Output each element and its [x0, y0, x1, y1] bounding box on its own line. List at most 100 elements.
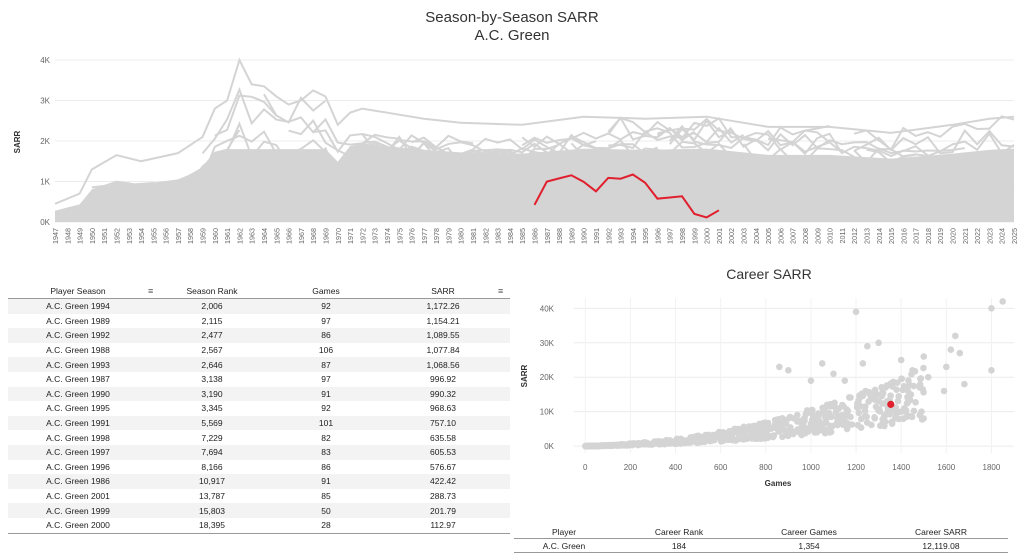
- background-season-line: [607, 116, 695, 142]
- scatter-point: [920, 364, 927, 372]
- scatter-point: [803, 407, 811, 414]
- table-cell: A.C. Green 1997: [8, 444, 148, 460]
- x-tick-label: 2024: [998, 228, 1007, 244]
- table-row[interactable]: A.C. Green 1993 2,646 87 1,068.56: [8, 357, 510, 372]
- scatter-point: [871, 391, 878, 398]
- table-row[interactable]: A.C. Green 1996 8,166 86 576.67: [8, 460, 510, 475]
- x-tick-label: 1800: [983, 463, 1001, 472]
- scatter-point: [839, 401, 846, 409]
- scatter-point: [894, 397, 902, 405]
- x-tick-label: 1978: [432, 228, 441, 244]
- scatter-point: [952, 332, 959, 340]
- background-season-line: [755, 176, 978, 188]
- column-header-career-rank[interactable]: Career Rank: [654, 526, 704, 537]
- background-season-line: [509, 139, 732, 159]
- y-tick-label: 20K: [540, 373, 555, 382]
- y-tick-label: 4K: [40, 56, 50, 65]
- table-row[interactable]: A.C. Green 1997 7,694 83 605.53: [8, 444, 510, 460]
- x-tick-label: 1979: [444, 228, 453, 244]
- table-row[interactable]: A.C. Green 1990 3,190 91 990.32: [8, 386, 510, 402]
- x-tick-label: 2005: [764, 228, 773, 244]
- background-season-line: [91, 155, 216, 191]
- table-row[interactable]: A.C. Green 1999 15,803 50 201.79: [8, 503, 510, 518]
- table-cell: 2,567: [201, 345, 223, 356]
- table-row[interactable]: A.C. Green 1987 3,138 97 996.92: [8, 372, 510, 387]
- x-tick-label: 2001: [715, 228, 724, 244]
- scatter-point: [861, 403, 869, 411]
- highlight-point: [887, 400, 895, 408]
- table-cell: A.C. Green 1998: [46, 432, 110, 443]
- background-season-line: [841, 168, 978, 183]
- table-cell: 1,068.56: [376, 357, 510, 372]
- x-tick-label: 1991: [592, 228, 601, 244]
- background-season-line: [853, 171, 917, 185]
- background-season-line: [854, 179, 1015, 192]
- x-tick-label: 1999: [690, 228, 699, 244]
- table-row[interactable]: A.C. Green 1986 10,917 91 422.42: [8, 474, 510, 489]
- career-row[interactable]: A.C. Green 184 1,354 12,119.08: [514, 539, 1008, 553]
- table-row[interactable]: A.C. Green 1992 2,477 86 1,089.55: [8, 328, 510, 343]
- table-cell: 3,345: [201, 403, 223, 414]
- scatter-point: [626, 441, 633, 448]
- column-header-games[interactable]: Games: [312, 285, 340, 296]
- table-row[interactable]: A.C. Green 1989 2,115 97 1,154.21: [8, 314, 510, 329]
- career-cell-sarr: 12,119.08: [922, 540, 960, 551]
- table-cell: A.C. Green 1993: [8, 357, 148, 372]
- table-cell: 112.97: [430, 520, 456, 531]
- y-tick-label: 0K: [40, 218, 50, 227]
- table-cell: 8,166: [201, 461, 223, 472]
- column-header-sarr[interactable]: SARR: [431, 285, 455, 296]
- x-tick-label: 1954: [137, 228, 146, 244]
- background-season-line: [669, 184, 830, 196]
- table-row[interactable]: A.C. Green 2001 13,787 85 288.73: [8, 489, 510, 504]
- scatter-point: [909, 367, 916, 374]
- x-tick-label: 2016: [899, 228, 908, 244]
- table-cell: 1,077.84: [426, 345, 460, 356]
- scatter-point: [857, 415, 865, 423]
- table-row[interactable]: A.C. Green 1994 2,006 92 1,172.26: [8, 298, 510, 314]
- table-row[interactable]: A.C. Green 1998 7,229 82 635.58: [8, 430, 510, 445]
- scatter-point: [597, 442, 605, 450]
- table-cell: A.C. Green 1996: [46, 461, 110, 472]
- scatter-point: [917, 375, 924, 383]
- scatter-chart-title: Career SARR: [726, 266, 812, 282]
- table-cell: 968.63: [430, 403, 456, 414]
- scatter-point: [895, 392, 903, 400]
- table-cell: A.C. Green 1986: [8, 474, 148, 489]
- background-season-line: [324, 166, 388, 185]
- scatter-point: [863, 413, 870, 420]
- scatter-points: [582, 298, 1007, 450]
- scatter-point: [809, 406, 816, 414]
- table-row[interactable]: A.C. Green 2000 18,395 28 112.97: [8, 518, 510, 533]
- scatter-point: [693, 436, 701, 443]
- scatter-point: [890, 378, 897, 386]
- scatter-point: [754, 435, 761, 443]
- scatter-point: [799, 416, 807, 423]
- scatter-point: [999, 298, 1007, 305]
- background-season-line: [54, 57, 1015, 205]
- x-tick-label: 2002: [727, 228, 736, 244]
- column-header-career-games[interactable]: Career Games: [781, 526, 837, 537]
- table-row[interactable]: A.C. Green 1991 5,569 101 757.10: [8, 415, 510, 431]
- column-header-player[interactable]: Player: [551, 526, 577, 537]
- x-tick-label: 1975: [395, 228, 404, 244]
- y-tick-label: 0K: [544, 442, 554, 451]
- table-cell: 1,089.55: [376, 328, 510, 343]
- career-sarr-scatter-chart[interactable]: 0K 10K 20K 30K 40K 0 200 400 600 800 1000 1200 1400…: [514, 288, 1024, 498]
- scatter-point: [988, 305, 995, 312]
- x-tick-label: 1200: [847, 463, 865, 472]
- sort-icon[interactable]: ≡: [148, 286, 154, 296]
- x-tick-label: 1980: [457, 228, 466, 244]
- column-header-season-rank[interactable]: Season Rank: [186, 285, 238, 296]
- column-header-career-sarr[interactable]: Career SARR: [915, 526, 967, 537]
- background-season-line: [67, 187, 167, 212]
- table-row[interactable]: A.C. Green 1995 3,345 92 968.63: [8, 401, 510, 416]
- background-season-line: [275, 169, 461, 193]
- column-header-player-season[interactable]: Player Season: [50, 285, 106, 296]
- sort-icon[interactable]: ≡: [498, 286, 504, 296]
- scatter-point: [815, 410, 822, 417]
- x-tick-label: 2007: [789, 228, 798, 244]
- table-row[interactable]: A.C. Green 1988 2,567 106 1,077.84: [8, 343, 510, 358]
- x-tick-label: 2021: [961, 228, 970, 244]
